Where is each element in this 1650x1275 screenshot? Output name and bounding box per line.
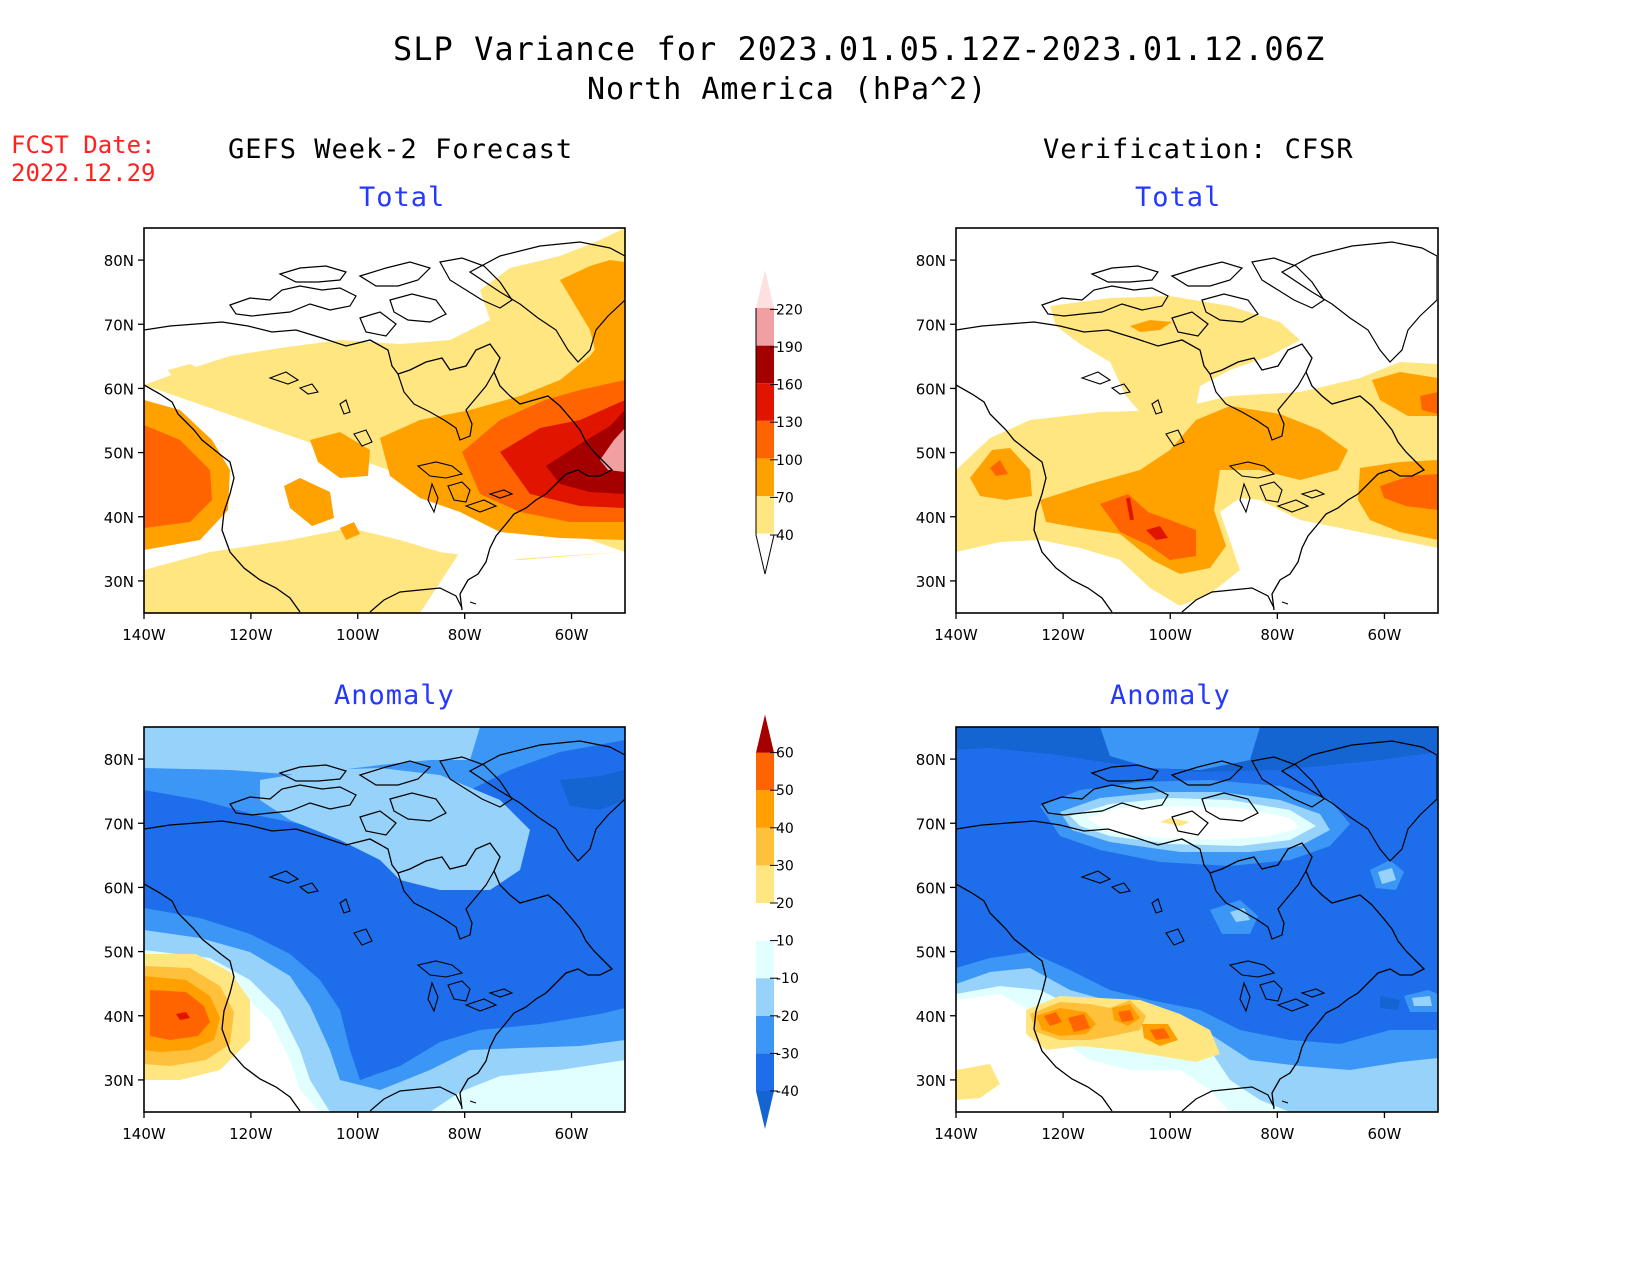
lon-tick-label: 140W bbox=[122, 1125, 166, 1143]
lat-tick-label: 60N bbox=[916, 380, 946, 398]
map-axes: 140W 120W 100W 80W 60W 80N 70N 60N 50N 40N 30N 140W… bbox=[104, 252, 1402, 1143]
colorbar-label: 70 bbox=[776, 490, 794, 506]
lat-tick-label: 50N bbox=[916, 445, 946, 463]
lat-tick-label: 30N bbox=[916, 1072, 946, 1090]
lon-tick-label: 120W bbox=[1041, 626, 1085, 644]
colorbar-label: 10 bbox=[776, 934, 794, 950]
colorbar-label: 40 bbox=[776, 821, 794, 837]
colorbar-label: -40 bbox=[776, 1084, 799, 1100]
colorbar-upper-extension bbox=[756, 714, 774, 753]
lat-tick-label: 40N bbox=[104, 1008, 134, 1026]
lat-tick-label: 70N bbox=[916, 815, 946, 833]
colorbar-box bbox=[756, 903, 774, 941]
lat-tick-label: 40N bbox=[916, 1008, 946, 1026]
colorbar-upper-extension bbox=[756, 270, 774, 308]
fcst-date-label: FCST Date: bbox=[11, 131, 156, 159]
colorbar-box bbox=[756, 496, 774, 534]
lon-tick-label: 100W bbox=[336, 626, 380, 644]
lon-tick-label: 80W bbox=[448, 1125, 482, 1143]
colorbar-box bbox=[756, 865, 774, 903]
colorbar-label: 220 bbox=[776, 302, 803, 318]
lon-tick-label: 120W bbox=[229, 1125, 273, 1143]
colorbar-box bbox=[756, 978, 774, 1016]
colorbar-label: -10 bbox=[776, 971, 799, 987]
lat-tick-label: 70N bbox=[104, 316, 134, 334]
lat-tick-label: 60N bbox=[104, 879, 134, 897]
chart-subtitle: North America (hPa^2) bbox=[587, 72, 988, 107]
colorbar-box bbox=[756, 345, 774, 384]
colorbar-label: 190 bbox=[776, 340, 803, 356]
colorbar-box bbox=[756, 940, 774, 979]
lat-tick-label: 40N bbox=[916, 509, 946, 527]
lat-tick-label: 80N bbox=[916, 751, 946, 769]
lon-tick-label: 80W bbox=[1260, 626, 1294, 644]
verification-anomaly-map bbox=[955, 726, 1439, 1113]
colorbar-label: 20 bbox=[776, 896, 794, 912]
colorbar-box bbox=[756, 827, 774, 866]
lat-tick-label: 60N bbox=[916, 879, 946, 897]
colorbar-box bbox=[756, 420, 774, 459]
forecast-total-map bbox=[143, 227, 626, 614]
lon-tick-label: 60W bbox=[1367, 626, 1401, 644]
colorbar-box bbox=[756, 1053, 774, 1091]
verification-anomaly-title: Anomaly bbox=[1110, 680, 1231, 711]
lon-tick-label: 140W bbox=[122, 626, 166, 644]
colorbar-label: 30 bbox=[776, 858, 794, 874]
lat-tick-label: 50N bbox=[916, 944, 946, 962]
chart-title: SLP Variance for 2023.01.05.12Z-2023.01.… bbox=[393, 30, 1326, 68]
forecast-total-title: Total bbox=[359, 182, 446, 213]
lat-tick-label: 30N bbox=[104, 1072, 134, 1090]
colorbar-label: 130 bbox=[776, 415, 803, 431]
colorbar-box bbox=[756, 458, 774, 496]
verification-total-title: Total bbox=[1135, 182, 1222, 213]
verification-column-heading: Verification: CFSR bbox=[1043, 134, 1354, 165]
lat-tick-label: 40N bbox=[104, 509, 134, 527]
lat-tick-label: 30N bbox=[916, 573, 946, 591]
colorbar-box bbox=[756, 1015, 774, 1054]
forecast-column-heading: GEFS Week-2 Forecast bbox=[228, 134, 574, 165]
lon-tick-label: 120W bbox=[1041, 1125, 1085, 1143]
colorbar-label: 50 bbox=[776, 783, 794, 799]
colorbar-label: 100 bbox=[776, 453, 803, 469]
lat-tick-label: 70N bbox=[104, 815, 134, 833]
colorbar-box bbox=[756, 752, 774, 791]
lat-tick-label: 60N bbox=[104, 380, 134, 398]
colorbar-label: 60 bbox=[776, 746, 794, 762]
lat-tick-label: 80N bbox=[104, 751, 134, 769]
forecast-anomaly-map bbox=[143, 726, 626, 1113]
lon-tick-label: 140W bbox=[934, 626, 978, 644]
colorbar-lower-extension bbox=[755, 534, 775, 575]
lat-tick-label: 50N bbox=[104, 445, 134, 463]
colorbar-label: 40 bbox=[776, 528, 794, 544]
total-colorbar: 40 70 100 130 160 190 220 bbox=[755, 270, 803, 575]
lon-tick-label: 80W bbox=[1260, 1125, 1294, 1143]
lon-tick-label: 60W bbox=[555, 1125, 589, 1143]
lon-tick-label: 80W bbox=[448, 626, 482, 644]
lon-tick-label: 60W bbox=[555, 626, 589, 644]
lat-tick-label: 30N bbox=[104, 573, 134, 591]
colorbar-lower-extension bbox=[756, 1091, 774, 1129]
colorbar-label: -30 bbox=[776, 1046, 799, 1062]
lon-tick-label: 140W bbox=[934, 1125, 978, 1143]
fcst-date-value: 2022.12.29 bbox=[11, 159, 156, 187]
lon-tick-label: 100W bbox=[1148, 626, 1192, 644]
lon-tick-label: 120W bbox=[229, 626, 273, 644]
colorbar-label: -20 bbox=[776, 1009, 799, 1025]
lon-tick-label: 100W bbox=[1148, 1125, 1192, 1143]
lat-tick-label: 70N bbox=[916, 316, 946, 334]
lon-tick-label: 60W bbox=[1367, 1125, 1401, 1143]
lat-tick-label: 80N bbox=[104, 252, 134, 270]
colorbar-box bbox=[756, 383, 774, 421]
lat-tick-label: 50N bbox=[104, 944, 134, 962]
forecast-anomaly-title: Anomaly bbox=[334, 680, 455, 711]
colorbar-label: 160 bbox=[776, 378, 803, 394]
colorbar-box bbox=[756, 308, 774, 346]
lon-tick-label: 100W bbox=[336, 1125, 380, 1143]
colorbar-box bbox=[756, 790, 774, 828]
anomaly-colorbar: -40 -30 -20 -10 10 20 30 40 50 60 bbox=[756, 714, 799, 1129]
verification-total-map bbox=[955, 227, 1439, 614]
lat-tick-label: 80N bbox=[916, 252, 946, 270]
